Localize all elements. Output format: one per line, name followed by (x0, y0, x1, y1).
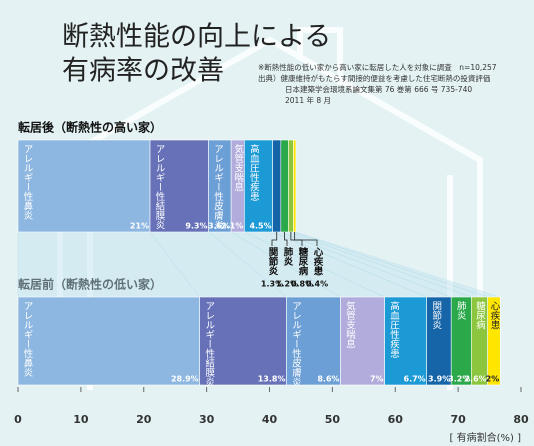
value-label: 4.5% (249, 222, 271, 231)
bar-segment (244, 139, 273, 233)
segment-name: アレルギー性皮膚炎 (212, 144, 224, 230)
value-label: 21% (130, 222, 149, 231)
x-tick-label: 60 (388, 413, 404, 426)
segment-name: アレルギー性鼻炎 (22, 144, 34, 220)
house-outline (57, 27, 483, 390)
segment-name: 肺炎 (282, 246, 295, 267)
leader-line (271, 232, 278, 246)
segment-name: 心疾患 (312, 247, 324, 276)
value-label: 3.9% (428, 375, 450, 384)
value-label: 1.3% (261, 280, 283, 289)
segment-name: 糖尿病 (297, 246, 309, 276)
leader-line (294, 232, 318, 246)
value-label: 3.6% (208, 222, 230, 231)
category-label: 転居後（断熱性の高い家） (18, 120, 162, 135)
value-label: 13.8% (258, 375, 286, 384)
bar-segment (17, 296, 201, 386)
x-tick-label: 50 (325, 413, 341, 426)
note: 出典）健康維持がもたらす間接的便益を考慮した住宅断熱の投資評価 (258, 73, 491, 83)
value-label: 3.2% (448, 375, 470, 384)
bar-segment (286, 296, 341, 386)
bar-segment (199, 296, 287, 386)
bar-segment (288, 139, 294, 233)
x-tick-label: 80 (513, 413, 529, 426)
leader-line (284, 232, 288, 246)
value-label: 2% (486, 375, 500, 384)
x-tick-label: 70 (450, 413, 466, 426)
segment-name: アレルギー性皮膚炎 (290, 301, 302, 387)
note: 2011 年 8 月 (285, 95, 331, 105)
bar-segment (340, 296, 385, 386)
bar-segment (384, 296, 427, 386)
value-label: 0.4% (306, 280, 328, 289)
value-label: 7% (370, 375, 384, 384)
segment-name: 関節炎 (430, 301, 442, 330)
bar-segment (17, 139, 151, 233)
value-label: 28.9% (171, 375, 199, 384)
bar-segment (149, 139, 209, 233)
bar-segment (487, 296, 501, 386)
note: ※断熱性能の低い家から高い家に転居した人を対象に調査 n=10,257 (258, 62, 497, 72)
bar-segment (426, 296, 452, 386)
value-label: 0.8% (291, 280, 313, 289)
value-label: 8.6% (317, 375, 339, 384)
x-tick-label: 10 (73, 413, 89, 426)
x-tick-label: 40 (262, 413, 278, 426)
segment-name: 高血圧性疾患 (248, 143, 260, 201)
segment-name: 心疾患 (488, 301, 500, 330)
x-tick-label: 0 (14, 413, 22, 426)
bar-segment (272, 139, 282, 233)
value-label: 2.1% (221, 222, 243, 231)
segment-name: アレルギー性結膜炎 (154, 144, 166, 230)
segment-name: 糖尿病 (474, 300, 486, 330)
segment-name: アレルギー性結膜炎 (203, 301, 215, 387)
segment-name: 関節炎 (267, 247, 280, 276)
x-tick-label: 20 (136, 413, 152, 426)
segment-name: 気管支喘息 (232, 143, 244, 191)
value-label: 1.2% (276, 280, 298, 289)
title: 有病率の改善 (62, 56, 224, 87)
segment-name: 高血圧性疾患 (388, 300, 400, 358)
segment-name: アレルギー性鼻炎 (22, 301, 34, 377)
value-label: 2.6% (464, 375, 486, 384)
value-label: 9.3% (185, 222, 207, 231)
title: 断熱性能の向上による (62, 22, 331, 53)
x-tick-label: 30 (199, 413, 215, 426)
value-label: 6.7% (404, 375, 426, 384)
bar-segment (293, 139, 297, 233)
segment-name: 肺炎 (455, 301, 467, 320)
bar-segment (280, 139, 289, 233)
category-label: 転居前（断熱性の低い家） (18, 277, 162, 292)
note: 日本建築学会環境系論文集第 76 巻第 666 号 735-740 (285, 84, 472, 94)
segment-name: 気管支喘息 (344, 300, 356, 348)
x-axis-label: [ 有病割合(%) ] (450, 431, 522, 444)
